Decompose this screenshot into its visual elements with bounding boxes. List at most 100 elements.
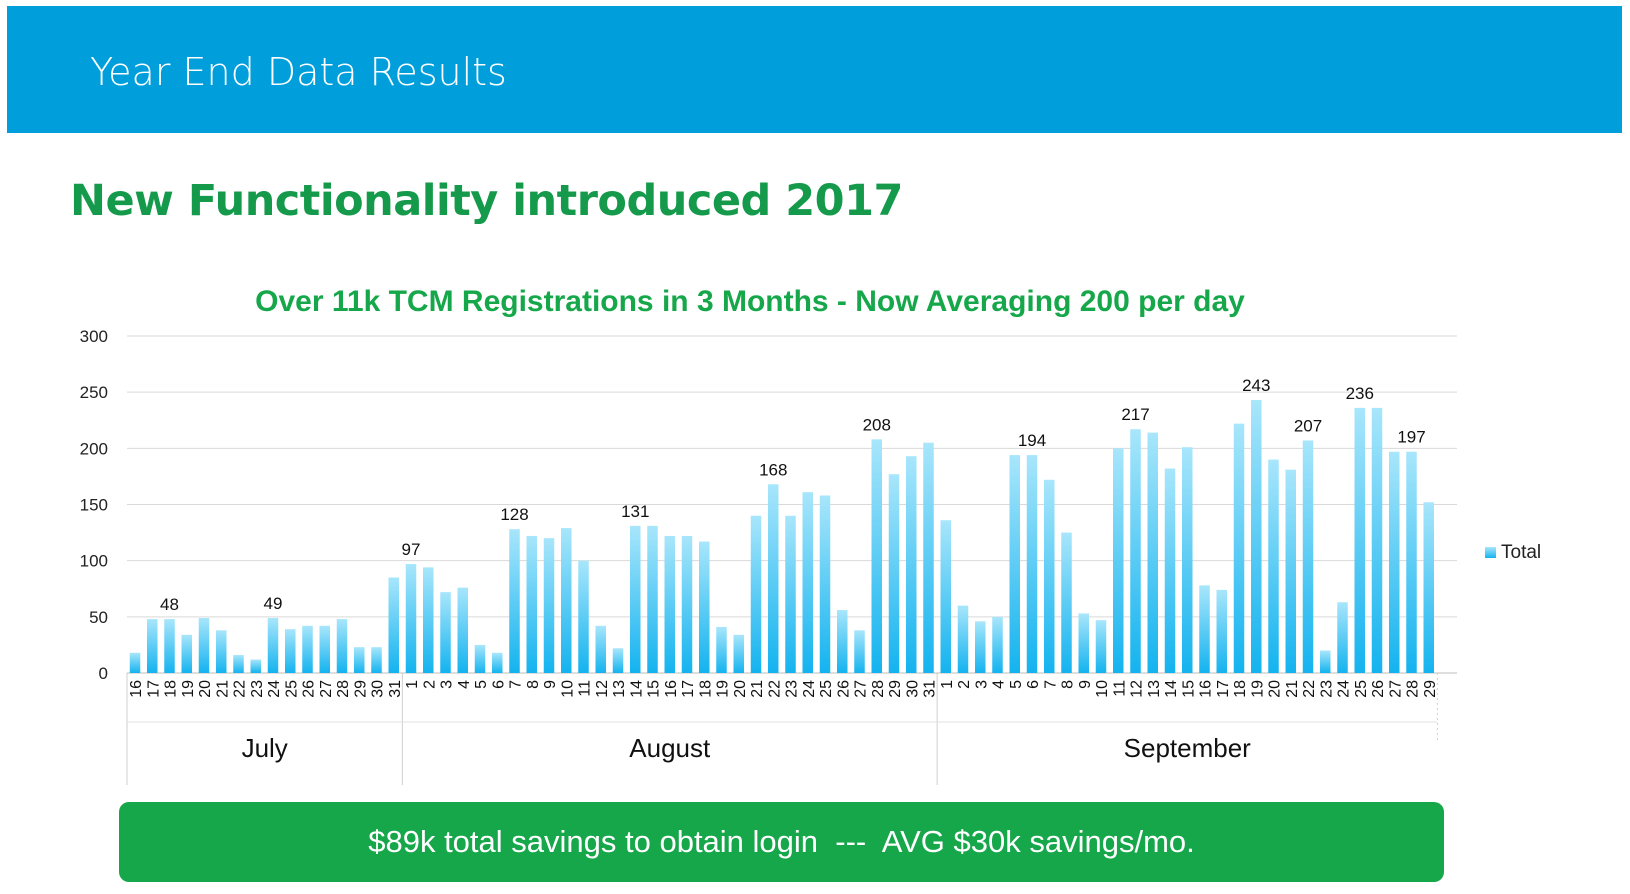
y-tick-label: 100 [80, 552, 108, 571]
x-tick-label: 16 [1198, 680, 1215, 698]
data-label: 49 [264, 594, 283, 613]
x-tick-label: 26 [301, 680, 318, 698]
x-tick-label: 3 [973, 680, 990, 689]
x-tick-label: 11 [1111, 680, 1128, 697]
bar [750, 515, 762, 673]
x-tick-label: 13 [1146, 680, 1163, 698]
y-tick-label: 0 [99, 664, 108, 683]
x-tick-label: 31 [922, 680, 939, 698]
x-tick-label: 26 [835, 680, 852, 698]
bar [630, 525, 641, 673]
bar [1285, 469, 1296, 673]
x-tick-label: 22 [1301, 680, 1318, 698]
x-tick-label: 23 [784, 680, 801, 698]
bar [647, 525, 658, 673]
bar [1078, 613, 1089, 673]
bar [129, 652, 141, 673]
x-tick-label: 18 [1232, 680, 1249, 698]
x-tick-label: 10 [559, 680, 576, 698]
bar [1026, 455, 1038, 673]
bar [1320, 650, 1331, 673]
data-label: 128 [500, 505, 528, 524]
month-label: September [1124, 733, 1252, 763]
data-labels: 48 49 97 128 131 168 208 194 217 243 207 236 197 [160, 376, 1426, 614]
data-label: 168 [759, 460, 787, 479]
legend-label: Total [1501, 542, 1541, 563]
bar [1199, 585, 1210, 673]
x-tick-label: 23 [249, 680, 266, 698]
bar [871, 439, 882, 673]
x-tick-label: 30 [370, 680, 387, 698]
bar [716, 626, 727, 673]
x-tick-label: 21 [214, 680, 231, 698]
x-tick-label: 16 [128, 680, 145, 698]
bar [1406, 451, 1417, 673]
x-axis-day-ticks: 16 17 18 19 20 21 22 23 24 25 26 27 28 29 30 31 1 2 3 4 5 6 7 8… [128, 680, 1439, 698]
bar [1268, 459, 1279, 673]
bar [1216, 589, 1227, 673]
bar [474, 644, 486, 673]
bar [1337, 602, 1348, 673]
month-label: July [242, 733, 288, 763]
bars [129, 400, 1434, 673]
x-tick-label: 6 [490, 680, 507, 689]
bar [612, 648, 624, 673]
x-tick-label: 8 [1060, 680, 1077, 689]
bar [975, 621, 986, 673]
x-axis-month-groups: July August September [126, 673, 1438, 785]
slide-subtitle: New Functionality introduced 2017 [70, 176, 903, 226]
x-tick-label: 14 [1163, 680, 1180, 698]
data-label: 131 [621, 502, 649, 521]
data-label: 208 [863, 415, 891, 434]
x-tick-label: 10 [1094, 680, 1111, 698]
savings-banner-text: $89k total savings to obtain login --- A… [368, 824, 1195, 859]
bar [198, 617, 210, 673]
x-tick-label: 13 [611, 680, 628, 698]
x-tick-label: 7 [508, 680, 525, 689]
x-tick-label: 6 [1025, 680, 1042, 689]
x-tick-label: 20 [1267, 680, 1284, 698]
bar [164, 619, 175, 673]
chart-title: Over 11k TCM Registrations in 3 Months -… [255, 285, 1245, 318]
x-tick-label: 19 [180, 680, 197, 698]
bar [1130, 429, 1141, 673]
data-label: 236 [1346, 384, 1374, 403]
bar [699, 541, 710, 673]
data-label: 97 [402, 540, 421, 559]
legend: Total [1485, 542, 1541, 563]
x-tick-label: 16 [663, 680, 680, 698]
bar [664, 535, 675, 673]
bar [302, 625, 313, 673]
x-tick-label: 15 [646, 680, 663, 698]
x-tick-label: 26 [1370, 680, 1387, 698]
bar [940, 520, 951, 673]
data-label: 197 [1397, 428, 1425, 447]
bar [1095, 620, 1107, 673]
x-tick-label: 19 [1249, 680, 1266, 698]
x-tick-label: 3 [439, 680, 456, 689]
x-tick-label: 1 [404, 680, 421, 689]
x-tick-label: 18 [163, 680, 180, 698]
savings-banner: $89k total savings to obtain login --- A… [119, 802, 1444, 882]
y-tick-label: 250 [80, 383, 108, 402]
bar [802, 492, 813, 673]
bar [1044, 479, 1055, 673]
bar [1371, 407, 1383, 673]
x-tick-label: 22 [232, 680, 249, 698]
bar [561, 528, 572, 673]
x-tick-label: 31 [387, 680, 404, 698]
bar [250, 659, 261, 673]
x-tick-label: 25 [1353, 680, 1370, 698]
x-tick-label: 24 [1336, 680, 1353, 698]
bar [423, 567, 434, 673]
bar [526, 535, 537, 673]
x-tick-label: 24 [266, 680, 283, 698]
bar [888, 474, 900, 673]
x-tick-label: 22 [766, 680, 783, 698]
bar [1164, 468, 1176, 673]
bar [216, 630, 227, 673]
bar [1354, 407, 1365, 673]
x-tick-label: 17 [680, 680, 697, 698]
y-tick-label: 200 [80, 439, 108, 458]
